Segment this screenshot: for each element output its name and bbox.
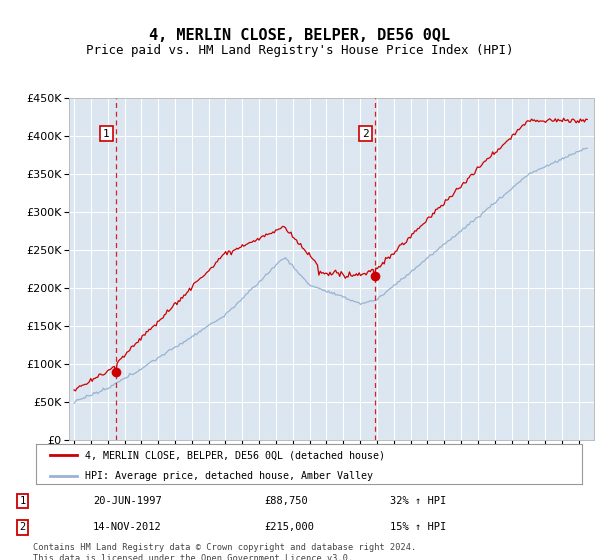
Text: 4, MERLIN CLOSE, BELPER, DE56 0QL: 4, MERLIN CLOSE, BELPER, DE56 0QL [149, 28, 451, 43]
Text: Contains HM Land Registry data © Crown copyright and database right 2024.
This d: Contains HM Land Registry data © Crown c… [33, 543, 416, 560]
Text: 14-NOV-2012: 14-NOV-2012 [93, 522, 162, 533]
Text: 1: 1 [103, 129, 110, 139]
Text: 2: 2 [20, 522, 26, 533]
Text: 32% ↑ HPI: 32% ↑ HPI [390, 496, 446, 506]
Text: 1: 1 [20, 496, 26, 506]
Text: 15% ↑ HPI: 15% ↑ HPI [390, 522, 446, 533]
Text: Price paid vs. HM Land Registry's House Price Index (HPI): Price paid vs. HM Land Registry's House … [86, 44, 514, 57]
Text: 20-JUN-1997: 20-JUN-1997 [93, 496, 162, 506]
Text: £88,750: £88,750 [264, 496, 308, 506]
Text: 2: 2 [362, 129, 369, 139]
Text: £215,000: £215,000 [264, 522, 314, 533]
Text: HPI: Average price, detached house, Amber Valley: HPI: Average price, detached house, Ambe… [85, 470, 373, 480]
Text: 4, MERLIN CLOSE, BELPER, DE56 0QL (detached house): 4, MERLIN CLOSE, BELPER, DE56 0QL (detac… [85, 450, 385, 460]
